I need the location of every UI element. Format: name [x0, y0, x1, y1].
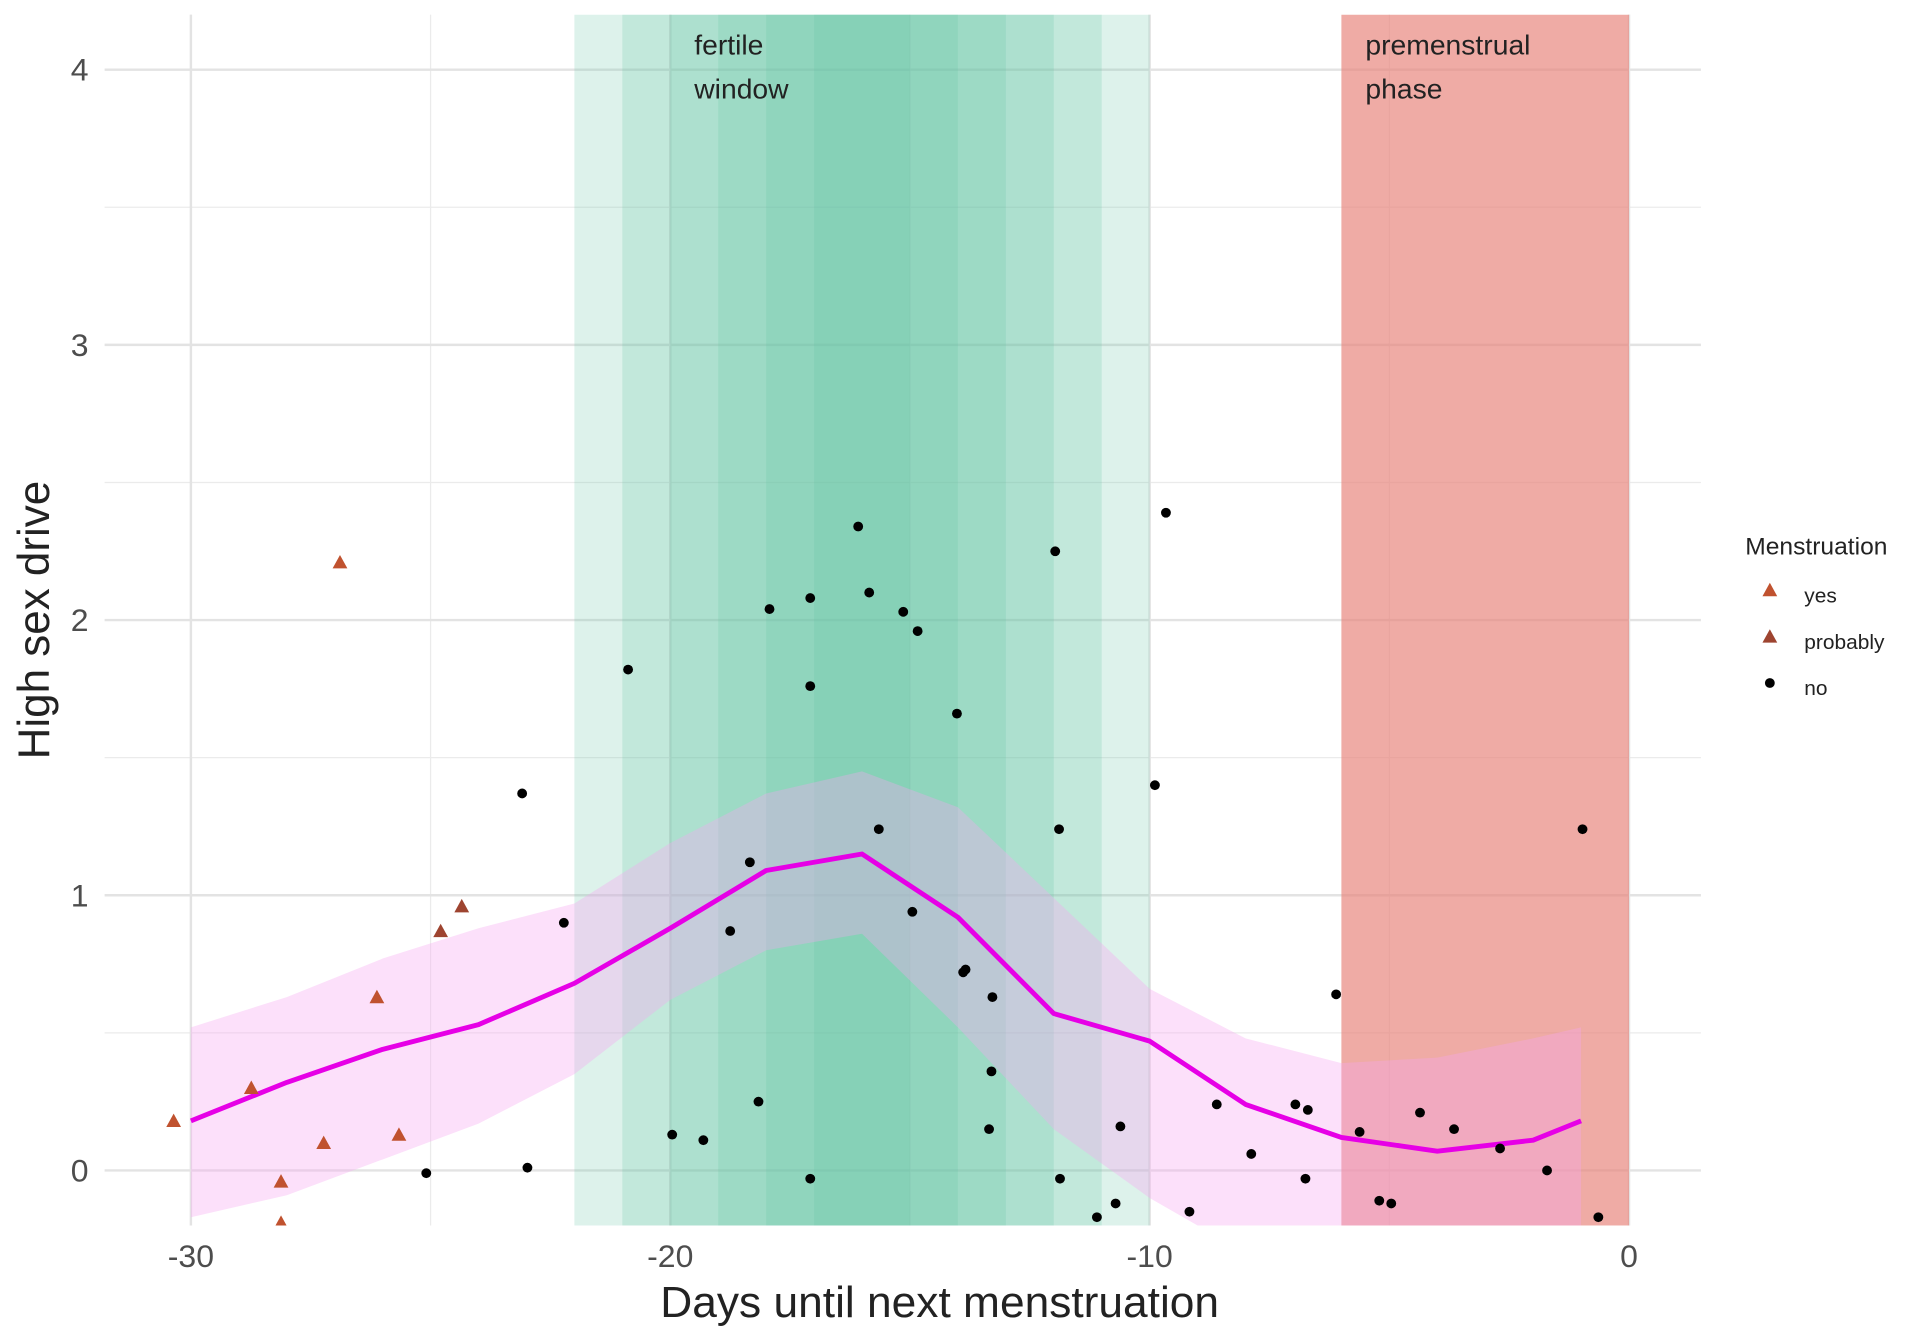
x-tick-label: -30: [168, 1238, 214, 1274]
data-point: [623, 664, 634, 675]
data-point: [1495, 1143, 1505, 1154]
legend-marker: [1764, 678, 1775, 688]
data-point: [907, 906, 918, 917]
annotation: premenstrual: [1365, 28, 1530, 60]
regions: [574, 14, 1630, 1226]
data-point: [725, 926, 736, 936]
data-point: [744, 857, 755, 868]
y-axis-title: High sex drive: [10, 481, 59, 760]
data-point: [517, 788, 528, 799]
legend-label: no: [1804, 677, 1827, 700]
data-point: [454, 898, 470, 913]
data-point: [1091, 1212, 1102, 1223]
data-point: [1577, 824, 1588, 835]
data-point: [316, 1135, 332, 1150]
phase-region: [766, 14, 958, 1226]
data-point: [433, 923, 449, 938]
phase-region: [622, 14, 1102, 1226]
data-point: [1211, 1099, 1222, 1110]
legend-marker: [1762, 582, 1778, 597]
data-point: [558, 917, 569, 928]
annotation: phase: [1365, 72, 1442, 104]
data-point: [960, 964, 971, 975]
legend-marker: [1762, 629, 1778, 643]
legend-title: Menstruation: [1745, 534, 1887, 561]
data-point: [1110, 1198, 1121, 1209]
data-point: [1055, 1173, 1065, 1184]
data-point: [873, 824, 884, 835]
smooth-layer: [189, 771, 1583, 1226]
data-point: [421, 1168, 432, 1179]
confidence-band: [190, 771, 1582, 1226]
x-tick-label: -10: [1127, 1238, 1173, 1274]
data-point: [1542, 1165, 1552, 1176]
data-point: [986, 1066, 997, 1077]
data-point: [1115, 1121, 1126, 1132]
data-point: [243, 1080, 259, 1094]
legend-label: probably: [1804, 631, 1885, 654]
data-point: [987, 992, 998, 1002]
data-point: [1054, 824, 1064, 835]
legend-label: yes: [1804, 584, 1837, 607]
data-point: [1593, 1212, 1604, 1223]
data-point: [805, 593, 816, 603]
data-point: [805, 1173, 816, 1184]
data-point: [1415, 1107, 1425, 1118]
data-point: [1354, 1127, 1365, 1137]
data-point: [698, 1135, 709, 1146]
y-tick-label: 0: [71, 1153, 89, 1189]
data-point: [952, 708, 962, 719]
data-point: [1386, 1198, 1397, 1209]
data-point: [1300, 1173, 1311, 1184]
y-tick-label: 1: [71, 877, 89, 913]
data-point: [984, 1124, 994, 1135]
phase-region: [574, 14, 1150, 1226]
data-point: [1161, 507, 1171, 518]
data-point: [522, 1162, 533, 1173]
data-point: [1149, 780, 1160, 791]
data-point: [805, 681, 816, 692]
annotation: fertile: [694, 28, 763, 60]
phase-region: [814, 14, 910, 1226]
phase-region: [1341, 14, 1630, 1226]
data-point: [1246, 1149, 1257, 1159]
y-tick-label: 3: [71, 327, 89, 363]
labels: -30 -20 -10 0 0 1 2 3 4 yes probably no Menstruation…: [10, 28, 1887, 1327]
x-axis-title: Days until next menstruation: [660, 1278, 1219, 1327]
data-point: [1374, 1195, 1385, 1206]
x-tick-label: -20: [647, 1238, 693, 1274]
data-point: [667, 1129, 678, 1140]
x-tick-label: 0: [1620, 1238, 1638, 1274]
y-tick-label: 2: [71, 602, 89, 638]
points: [166, 507, 1604, 1226]
data-point: [166, 1113, 182, 1128]
data-point: [912, 626, 923, 636]
data-point: [332, 554, 348, 569]
data-point: [273, 1174, 289, 1188]
phase-region: [670, 14, 1054, 1226]
data-point: [1184, 1206, 1195, 1217]
data-point: [864, 587, 875, 598]
y-tick-label: 4: [71, 52, 89, 88]
smooth-line: [189, 851, 1583, 1154]
data-point: [764, 604, 775, 614]
data-point: [275, 1215, 287, 1226]
data-point: [1290, 1099, 1301, 1110]
data-point: [1302, 1105, 1313, 1115]
data-point: [753, 1096, 764, 1107]
annotation: window: [693, 72, 789, 104]
data-point: [1331, 989, 1342, 1000]
data-point: [898, 606, 909, 617]
data-point: [1449, 1124, 1459, 1135]
data-point: [1050, 546, 1061, 557]
data-point: [853, 521, 864, 532]
data-point: [391, 1127, 407, 1141]
phase-region: [718, 14, 1006, 1226]
data-point: [369, 989, 385, 1004]
